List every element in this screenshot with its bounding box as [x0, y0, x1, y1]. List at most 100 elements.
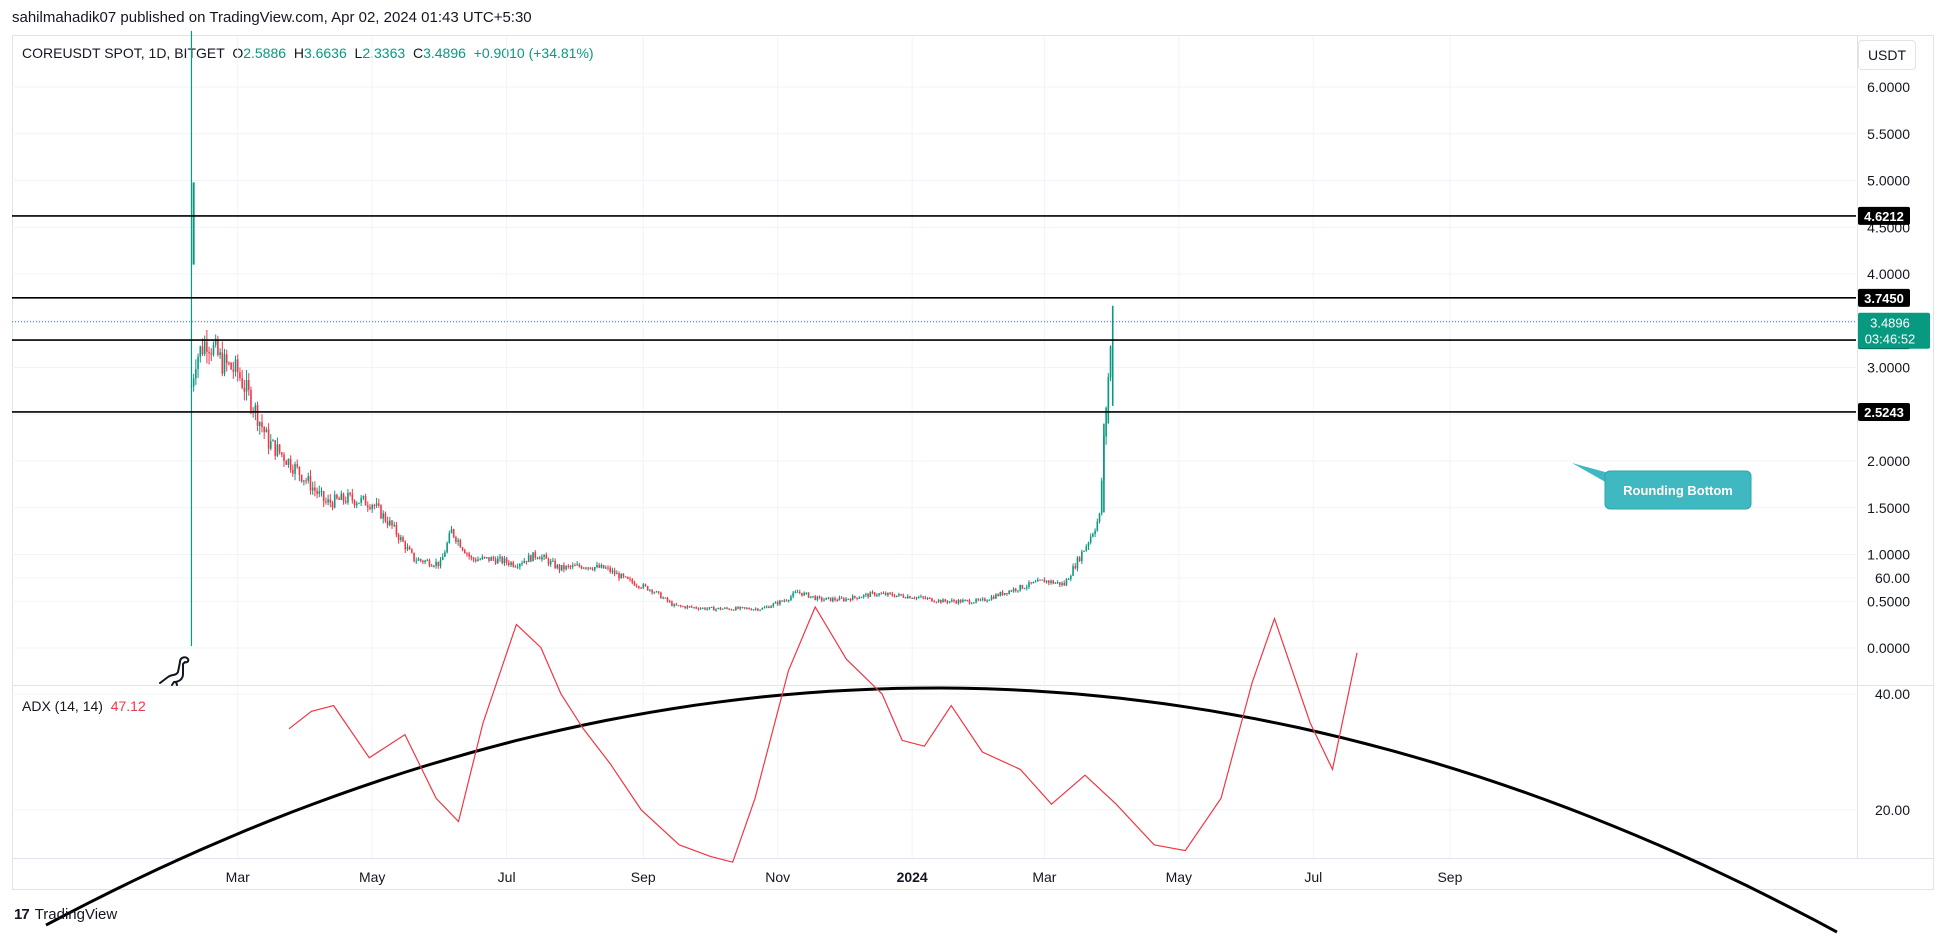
candle-body [351, 494, 354, 501]
candle-body [587, 567, 589, 569]
candle-body [338, 498, 340, 500]
candle-body [276, 444, 279, 456]
candle-body [708, 607, 711, 609]
candle-body [867, 593, 869, 597]
candle-body [717, 607, 720, 609]
candle-body [508, 562, 510, 565]
annotation-box [1604, 470, 1752, 510]
candle-body [1083, 550, 1085, 552]
candle-body [497, 558, 499, 564]
candle-body [990, 596, 993, 600]
candle-body [776, 602, 779, 605]
candle-body [569, 566, 572, 568]
candle-body [404, 541, 407, 550]
time-tick-label: May [359, 869, 385, 885]
candle-body [585, 567, 587, 569]
candle-body [893, 595, 896, 597]
candle-body [448, 533, 451, 543]
candle-body [759, 609, 761, 611]
candle-body [239, 372, 241, 379]
candle-body [602, 565, 605, 569]
candle-body [225, 354, 228, 363]
candle-body [679, 605, 682, 607]
candle-body [743, 607, 746, 609]
candle-body [384, 513, 387, 522]
candle-body [1072, 566, 1074, 576]
change-value: +0.9010 (+34.81%) [473, 45, 594, 61]
candle-body [638, 586, 640, 588]
low-label: L [354, 45, 363, 61]
candle-body [995, 594, 997, 599]
candle-body [424, 560, 426, 563]
candle-body [763, 607, 766, 609]
candle-body [331, 502, 334, 508]
candle-body [272, 440, 274, 442]
candle-body [1076, 557, 1079, 569]
candle-body [459, 540, 462, 548]
candle-body [704, 607, 706, 610]
candle-body [422, 560, 424, 563]
candle-body [933, 601, 935, 603]
candle-body [600, 565, 603, 568]
candle-body [362, 496, 365, 498]
candle-body [428, 560, 431, 566]
candle-body [640, 587, 642, 589]
candle-body [1096, 521, 1099, 531]
last-price-countdown: 03:46:52 [1865, 332, 1916, 347]
candle-body [999, 592, 1002, 596]
candle-body [340, 493, 343, 500]
price-tick-label: 3.0000 [1867, 360, 1910, 376]
candle-body [296, 464, 299, 467]
candle-body [322, 491, 325, 502]
candle-body [724, 607, 726, 609]
close-label: C [412, 45, 424, 61]
candle-body [556, 564, 559, 569]
candle-body [479, 559, 481, 561]
candle-body [380, 505, 382, 519]
candle-body [988, 599, 991, 601]
candle-body [499, 556, 501, 559]
candle-body [832, 598, 834, 602]
candle-body [761, 608, 764, 610]
publish-info: sahilmahadik07 published on TradingView.… [12, 9, 532, 26]
price-tick-label: 0.5000 [1867, 593, 1910, 609]
candle-body [884, 593, 887, 596]
brand[interactable]: 17 TradingView [14, 906, 117, 923]
candle-body [501, 556, 504, 564]
candle-body [552, 560, 554, 562]
candle-body [466, 553, 468, 555]
candle-body [686, 606, 689, 609]
candle-body [419, 559, 422, 561]
candle-body [481, 556, 484, 560]
candle-body [631, 579, 634, 583]
candle-body [732, 609, 735, 611]
candle-body [774, 602, 777, 604]
adx-tick-label: 40.00 [1875, 686, 1910, 702]
candle-body [406, 547, 409, 550]
adx-label: ADX (14, 14) [22, 698, 103, 714]
candle-body [377, 503, 380, 506]
candle-body [796, 591, 799, 593]
adx-tick-label: 60.00 [1875, 570, 1910, 586]
candle-body [289, 458, 292, 470]
candle-body [653, 592, 656, 594]
candle-body [1092, 534, 1094, 537]
level-badge-label: 3.7450 [1864, 291, 1904, 306]
candle-body [543, 555, 545, 557]
candle-body [221, 352, 224, 374]
candle-body [906, 596, 909, 599]
currency-button[interactable]: USDT [1858, 40, 1916, 70]
time-tick-label: Mar [1032, 869, 1056, 885]
candle-body [228, 362, 230, 364]
candle-body [940, 599, 942, 603]
candle-body [882, 593, 885, 595]
candle-body [371, 505, 373, 509]
candle-body [1028, 582, 1030, 587]
candle-body [457, 540, 459, 542]
close-value: 3.4896 [423, 45, 466, 61]
candle-body [737, 607, 739, 609]
candle-body [452, 529, 455, 537]
high-label: H [293, 45, 304, 61]
candle-body [492, 557, 495, 560]
